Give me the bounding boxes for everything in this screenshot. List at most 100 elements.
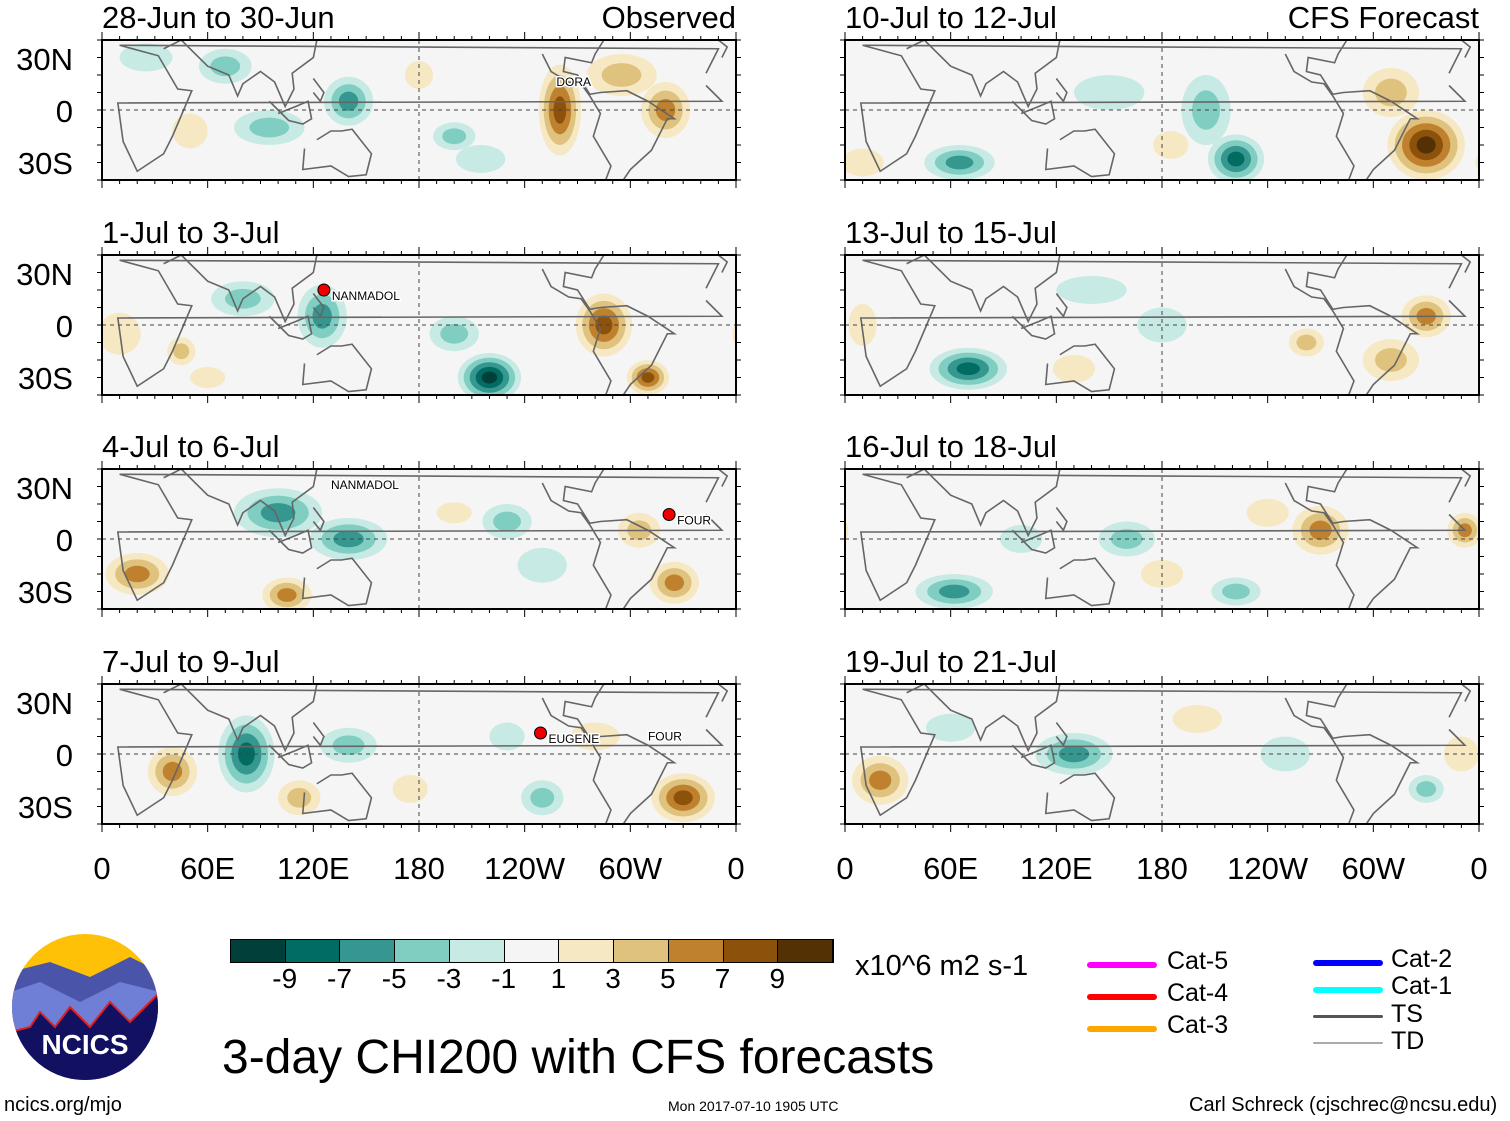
- panel-title: 4-Jul to 6-Jul: [102, 429, 280, 464]
- legend-label: Cat-3: [1167, 1011, 1229, 1039]
- coastline: [859, 44, 1467, 173]
- panel-title: 1-Jul to 3-Jul: [102, 215, 280, 250]
- anomaly-contour: [1227, 151, 1245, 167]
- map-panel: EUGENE FOUR: [97, 676, 741, 832]
- coastline: [541, 255, 678, 395]
- anomaly-contour: [810, 737, 845, 772]
- anomaly-contour: [1137, 307, 1187, 343]
- footer-url[interactable]: ncics.org/mjo: [4, 1094, 122, 1116]
- x-tick-label: 0: [836, 851, 854, 886]
- coastline: [301, 772, 373, 822]
- colorbar-swatch: [614, 940, 669, 962]
- legend-label: TS: [1391, 1000, 1423, 1028]
- anomaly-contour: [1503, 771, 1510, 790]
- y-tick-label: 30S: [17, 146, 73, 181]
- colorbar-swatch: [285, 940, 341, 962]
- anomaly-contour: [775, 302, 809, 331]
- coastline: [717, 684, 729, 702]
- coastline: [312, 293, 325, 318]
- panel-title: 10-Jul to 12-Jul: [845, 0, 1057, 35]
- coastline: [1044, 343, 1116, 393]
- anomaly-contour: [1058, 745, 1090, 763]
- y-tick-label: 0: [55, 309, 73, 344]
- colorbar-label: -1: [491, 963, 517, 994]
- anomaly-contour: [789, 754, 823, 788]
- coastline: [163, 40, 318, 109]
- anomaly-contour: [172, 113, 208, 149]
- storm-label: NANMADOL: [332, 289, 400, 303]
- anomaly-contour: [845, 148, 884, 177]
- colorbar-swatch: [559, 940, 615, 962]
- x-tick-label: 180: [1136, 851, 1188, 886]
- coastline: [859, 259, 1467, 388]
- coastline: [906, 684, 1061, 753]
- anomaly-contour: [1052, 354, 1096, 383]
- x-tick-label: 60E: [180, 851, 236, 886]
- coastline: [906, 469, 1061, 538]
- anomaly-contour: [601, 63, 642, 87]
- colorbar-swatch: [449, 940, 505, 962]
- y-tick-label: 30S: [17, 361, 73, 396]
- ncics-logo: NCICS: [12, 934, 158, 1080]
- anomaly-contour: [312, 303, 332, 329]
- coastline: [312, 507, 325, 532]
- y-tick-label: 0: [55, 523, 73, 558]
- anomaly-contour: [782, 781, 802, 797]
- colorbar-label: 9: [769, 963, 786, 994]
- colorbar-swatch: [668, 940, 724, 962]
- anomaly-contour: [740, 553, 803, 595]
- panel-tag: Observed: [601, 0, 736, 35]
- panel-title: 13-Jul to 15-Jul: [845, 215, 1057, 250]
- storm-label: DORA: [556, 75, 591, 89]
- coastline: [906, 40, 1061, 109]
- anomaly-contour: [753, 110, 830, 180]
- storm-label: NANMADOL: [331, 478, 399, 492]
- svg-text:NCICS: NCICS: [41, 1029, 128, 1060]
- figure-title: 3-day CHI200 with CFS forecasts: [222, 1031, 935, 1084]
- anomaly-contour: [761, 117, 824, 174]
- anomaly-contour: [489, 722, 525, 751]
- coastline: [1011, 744, 1056, 769]
- colorbar-label: 5: [660, 963, 676, 994]
- x-tick-label: 60W: [1341, 851, 1406, 886]
- panel-tag: CFS Forecast: [1287, 0, 1479, 35]
- coastline: [1055, 507, 1068, 532]
- coastline: [1460, 255, 1472, 273]
- coastline: [116, 44, 724, 173]
- x-tick-label: 0: [1470, 851, 1488, 886]
- anomaly-contour: [277, 588, 297, 602]
- legend-line: [1087, 962, 1157, 968]
- map-panel: DORA: [97, 32, 741, 188]
- storm-marker-icon: [662, 508, 676, 521]
- anomaly-contour: [945, 155, 974, 170]
- anomaly-contour: [392, 775, 428, 803]
- colorbar-label: -7: [327, 963, 352, 994]
- map-panel: NANMADOL: [97, 247, 741, 403]
- footer-timestamp: Mon 2017-07-10 1905 UTC: [668, 1098, 839, 1114]
- coastline: [1055, 722, 1068, 747]
- legend-line: [1313, 1015, 1383, 1018]
- coastline: [1011, 315, 1056, 340]
- coastline: [1284, 40, 1421, 180]
- anomaly-contour: [493, 511, 521, 532]
- colorbar-swatch: [231, 940, 286, 962]
- anomaly-contour: [332, 735, 365, 756]
- anomaly-contour: [782, 308, 801, 325]
- legend-label: Cat-5: [1167, 947, 1229, 975]
- legend-line: [1087, 1026, 1157, 1032]
- footer-author: Carl Schreck (cjschrec@ncsu.edu): [1189, 1094, 1498, 1116]
- anomaly-contour: [1172, 705, 1222, 733]
- coastline: [1055, 293, 1068, 318]
- coastline: [268, 529, 313, 554]
- panel-title: 19-Jul to 21-Jul: [845, 644, 1057, 679]
- anomaly-contour: [190, 367, 226, 388]
- anomaly-contour: [782, 747, 831, 796]
- coastline: [1011, 100, 1056, 125]
- coastline: [1284, 255, 1421, 395]
- colorbar-swatch: [340, 940, 396, 962]
- panel-title: 16-Jul to 18-Jul: [845, 429, 1057, 464]
- coastline: [1044, 557, 1116, 607]
- anomaly-contour: [249, 117, 290, 138]
- coastline: [1284, 469, 1421, 609]
